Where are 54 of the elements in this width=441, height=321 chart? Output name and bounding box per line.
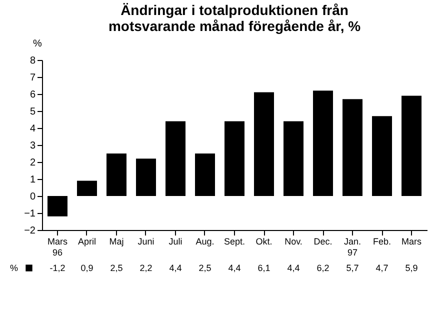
y-tick-label: −1 — [24, 208, 36, 220]
bar — [47, 196, 68, 216]
text: Ändringar i totalproduktionen från — [120, 2, 348, 18]
x-tick-label: Sept. — [224, 236, 246, 246]
data-label: 2,2 — [140, 263, 152, 273]
x-tick-label: Mars — [402, 236, 422, 246]
y-tick-label: 0 — [30, 192, 36, 202]
data-label: 4,4 — [169, 263, 182, 273]
x-tick-label: Juni — [138, 236, 154, 246]
x-tick-label: Jan. 97 — [344, 236, 362, 258]
bar — [195, 154, 215, 196]
x-tick-label: Maj — [109, 236, 124, 246]
data-label: 2,5 — [110, 263, 123, 273]
x-tick-label: Juli — [168, 236, 182, 246]
bar — [402, 96, 422, 196]
bar — [342, 99, 363, 196]
legend-label: % — [10, 263, 18, 273]
x-tick-label: Nov. — [284, 236, 302, 246]
bar — [284, 121, 304, 196]
x-tick-label: Okt. — [256, 236, 272, 246]
data-label: 4,4 — [287, 263, 300, 273]
bar — [136, 158, 156, 196]
y-tick-label: 7 — [30, 72, 36, 84]
x-tick-label: Aug. — [196, 236, 214, 246]
data-label: -1,2 — [50, 263, 66, 273]
y-tick-label: 1 — [30, 174, 36, 186]
bar — [372, 116, 392, 196]
data-label: 2,5 — [198, 263, 212, 273]
y-axis-title: % — [33, 38, 42, 50]
x-tick-label: Mars 96 — [47, 236, 68, 258]
bar — [165, 121, 186, 196]
y-tick-label: 5 — [30, 106, 36, 118]
data-label: 0,9 — [80, 263, 94, 273]
data-label: 6,1 — [258, 263, 270, 273]
y-tick-label: 8 — [30, 56, 36, 66]
data-label: 6,2 — [316, 263, 330, 273]
x-tick-label: Dec. — [314, 236, 332, 246]
x-tick-label: April — [78, 236, 96, 246]
bar — [224, 121, 244, 196]
y-tick-label: 4 — [30, 124, 36, 134]
bar — [313, 90, 334, 196]
data-label: 4,4 — [228, 263, 241, 273]
data-label: 5,9 — [405, 263, 418, 273]
bar — [76, 180, 97, 196]
y-tick-label: 3 — [30, 140, 36, 152]
x-tick-label: Feb. — [373, 236, 392, 246]
text: motsvarande månad föregående år, % — [108, 18, 361, 34]
bar — [106, 154, 126, 196]
data-label: 4,7 — [376, 263, 388, 273]
y-tick-label: −2 — [24, 226, 36, 236]
data-label: 5,7 — [346, 263, 359, 273]
y-tick-label: 6 — [30, 90, 36, 100]
y-tick-label: 2 — [30, 158, 36, 168]
bar — [254, 92, 274, 196]
